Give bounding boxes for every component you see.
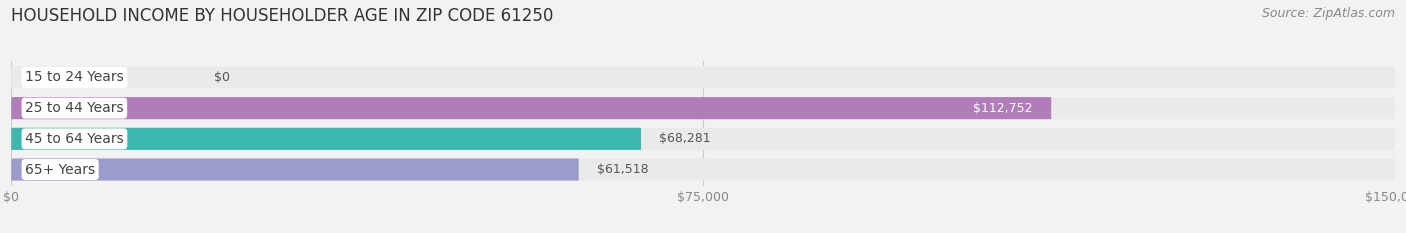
FancyBboxPatch shape (11, 97, 1052, 119)
FancyBboxPatch shape (11, 97, 1395, 119)
FancyBboxPatch shape (11, 128, 1395, 150)
Text: $61,518: $61,518 (598, 163, 648, 176)
Text: 45 to 64 Years: 45 to 64 Years (25, 132, 124, 146)
Text: $112,752: $112,752 (973, 102, 1033, 115)
Text: HOUSEHOLD INCOME BY HOUSEHOLDER AGE IN ZIP CODE 61250: HOUSEHOLD INCOME BY HOUSEHOLDER AGE IN Z… (11, 7, 554, 25)
FancyBboxPatch shape (11, 158, 579, 181)
Text: 25 to 44 Years: 25 to 44 Years (25, 101, 124, 115)
FancyBboxPatch shape (11, 128, 641, 150)
Text: 65+ Years: 65+ Years (25, 163, 96, 177)
Text: Source: ZipAtlas.com: Source: ZipAtlas.com (1261, 7, 1395, 20)
Text: $68,281: $68,281 (659, 132, 711, 145)
FancyBboxPatch shape (11, 66, 1395, 89)
Text: $0: $0 (214, 71, 231, 84)
Text: 15 to 24 Years: 15 to 24 Years (25, 70, 124, 84)
FancyBboxPatch shape (11, 158, 1395, 181)
